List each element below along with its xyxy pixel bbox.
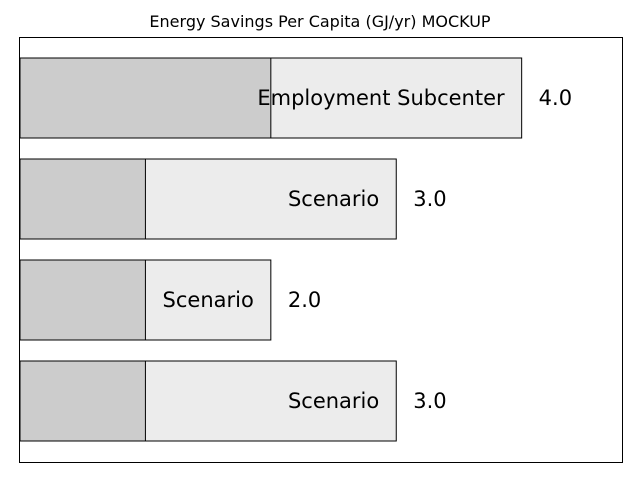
bar-base-2 (19, 259, 146, 341)
bar-value-label-0: 4.0 (539, 86, 572, 110)
plot-area-frame (19, 37, 623, 463)
bar-category-label-3: Scenario (288, 389, 379, 413)
bar-category-label-0: Employment Subcenter (257, 86, 505, 110)
bar-value-label-2: 2.0 (288, 288, 321, 312)
bar-category-label-2: Scenario (163, 288, 254, 312)
bar-category-label-1: Scenario (288, 187, 379, 211)
chart-title: Energy Savings Per Capita (GJ/yr) MOCKUP (149, 12, 491, 31)
bars-layer: Employment Subcenter 4.0 Scenario 3.0 Scenar… (19, 57, 572, 442)
bar-base-1 (19, 158, 146, 240)
bar-value-label-1: 3.0 (413, 187, 446, 211)
bar-base-3 (19, 360, 146, 442)
bar-value-label-3: 3.0 (413, 389, 446, 413)
bar-base-0 (19, 57, 272, 139)
